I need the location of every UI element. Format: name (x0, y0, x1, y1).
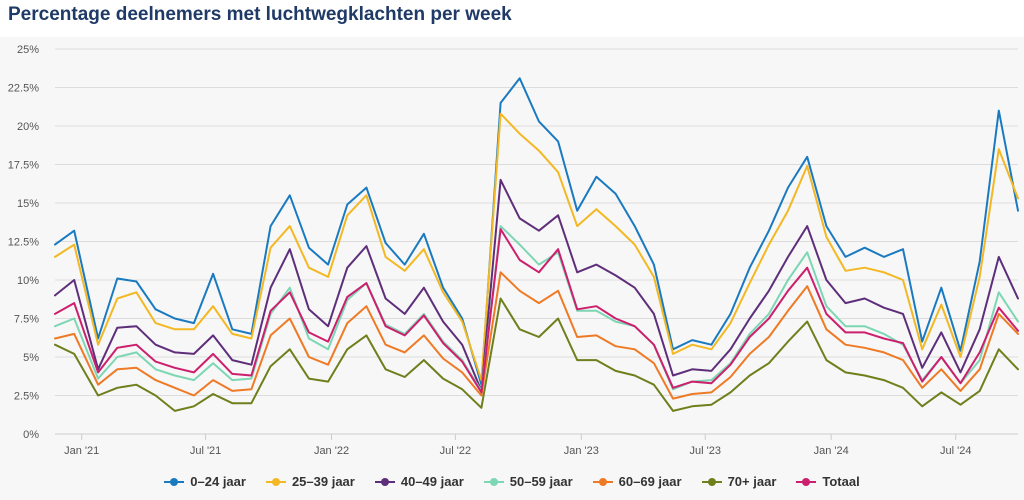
y-tick-label: 22.5% (8, 83, 39, 95)
legend-item[interactable]: 0–24 jaar (164, 474, 246, 489)
y-tick-label: 25% (17, 44, 39, 56)
x-tick-label: Jan '23 (564, 445, 599, 457)
series-line (54, 271, 1019, 400)
legend-label: 0–24 jaar (190, 474, 246, 489)
legend-marker-icon (164, 477, 185, 487)
series-line (54, 112, 1019, 382)
legend-label: 40–49 jaar (400, 474, 464, 489)
legend-item[interactable]: 70+ jaar (701, 474, 777, 489)
series-line (54, 77, 1019, 386)
y-tick-label: 20% (17, 121, 39, 133)
y-tick-label: 0% (23, 429, 39, 441)
legend-item[interactable]: Totaal (796, 474, 860, 489)
y-tick-label: 15% (17, 198, 39, 210)
legend-item[interactable]: 40–49 jaar (374, 474, 464, 489)
x-tick-label: Jan '21 (64, 445, 99, 457)
legend-label: 25–39 jaar (291, 474, 355, 489)
legend-marker-icon (483, 477, 504, 487)
x-tick-label: Jul '24 (940, 445, 971, 457)
legend-label: 50–59 jaar (509, 474, 573, 489)
legend: 0–24 jaar 25–39 jaar 40–49 jaar 50–59 jaar 6… (0, 474, 1024, 490)
series-line (54, 228, 1019, 394)
x-tick-label: Jul '23 (689, 445, 720, 457)
legend-item[interactable]: 50–59 jaar (483, 474, 573, 489)
x-tick-label: Jul '21 (190, 445, 221, 457)
chart-title: Percentage deelnemers met luchtwegklacht… (8, 4, 512, 25)
y-tick-label: 7.5% (14, 314, 39, 326)
y-tick-label: 17.5% (8, 160, 39, 172)
legend-label: 70+ jaar (727, 474, 777, 489)
x-tick-label: Jan '22 (314, 445, 349, 457)
legend-marker-icon (592, 477, 613, 487)
y-tick-label: 2.5% (14, 391, 39, 403)
y-tick-label: 12.5% (8, 237, 39, 249)
legend-marker-icon (701, 477, 722, 487)
series-line (54, 178, 1019, 392)
chart-panel (0, 37, 1024, 500)
y-tick-label: 5% (23, 352, 39, 364)
x-tick-label: Jul '22 (440, 445, 471, 457)
legend-marker-icon (374, 477, 395, 487)
legend-label: 60–69 jaar (618, 474, 682, 489)
y-tick-label: 10% (17, 275, 39, 287)
x-tick-label: Jan '24 (814, 445, 849, 457)
legend-marker-icon (265, 477, 286, 487)
legend-label: Totaal (822, 474, 860, 489)
series-line (54, 297, 1019, 412)
legend-item[interactable]: 60–69 jaar (592, 474, 682, 489)
series-line (54, 225, 1019, 392)
legend-marker-icon (796, 477, 817, 487)
legend-item[interactable]: 25–39 jaar (265, 474, 355, 489)
